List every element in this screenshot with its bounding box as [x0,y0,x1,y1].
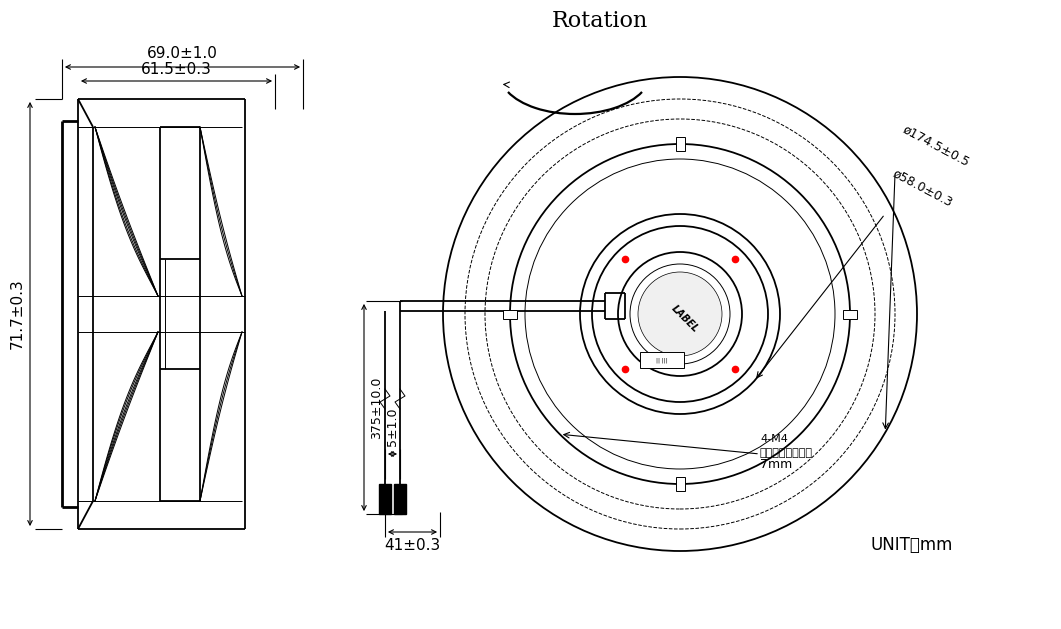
Text: ø174.5±0.5: ø174.5±0.5 [900,123,972,169]
Polygon shape [843,309,857,318]
Text: LABEL: LABEL [669,303,700,335]
Text: 螺丝高度不得高于: 螺丝高度不得高于 [760,448,813,458]
Text: Rotation: Rotation [552,10,648,32]
Text: || |||: || ||| [656,357,667,363]
Text: 375±10.0: 375±10.0 [370,376,383,438]
Circle shape [638,272,721,356]
Text: 7mm: 7mm [760,458,793,471]
Bar [640,352,684,368]
Text: 61.5±0.3: 61.5±0.3 [141,62,212,77]
Text: UNIT：mm: UNIT：mm [870,536,953,554]
Polygon shape [676,477,684,491]
Text: ø58.0±0.3: ø58.0±0.3 [890,167,955,209]
Text: 4-M4: 4-M4 [760,434,788,444]
Bar [394,484,406,514]
Bar [379,484,392,514]
Polygon shape [503,309,517,318]
Text: 5±1.0: 5±1.0 [386,408,399,446]
Text: 71.7±0.3: 71.7±0.3 [10,279,25,349]
Text: 69.0±1.0: 69.0±1.0 [147,46,218,61]
Text: 41±0.3: 41±0.3 [384,538,440,553]
Circle shape [618,252,742,376]
Polygon shape [676,137,684,151]
